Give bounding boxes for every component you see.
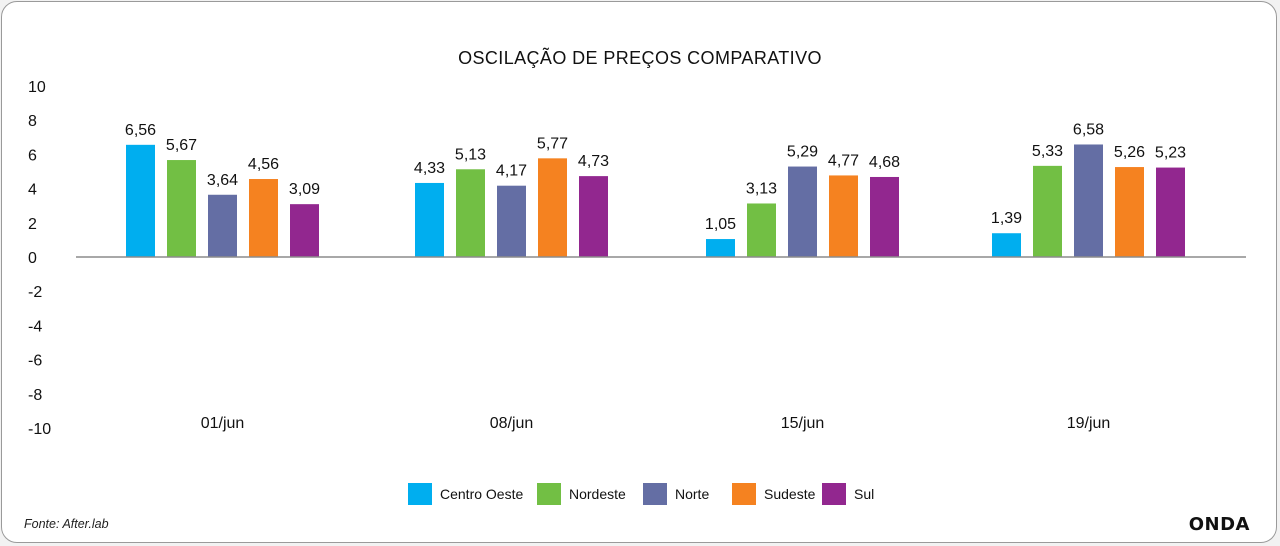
data-label: 4,77 (828, 152, 859, 169)
y-tick-label: 6 (28, 147, 37, 164)
data-label: 1,39 (991, 210, 1022, 227)
legend-label: Norte (675, 486, 709, 502)
y-tick-label: 4 (28, 182, 37, 199)
data-label: 6,56 (125, 122, 156, 139)
bar-nordeste (1033, 165, 1062, 257)
bar-sul (870, 176, 899, 257)
bar-nordeste (167, 160, 196, 257)
data-label: 4,33 (414, 160, 445, 177)
bar-norte (208, 194, 237, 257)
bar-norte (788, 166, 817, 257)
data-label: 1,05 (705, 216, 736, 233)
bar-sudeste (829, 175, 858, 257)
legend-swatch (408, 483, 432, 505)
legend-label: Nordeste (569, 486, 626, 502)
y-tick-label: -4 (28, 318, 42, 335)
legend-label: Sudeste (764, 486, 816, 502)
y-tick-label: 10 (28, 79, 46, 96)
data-label: 5,23 (1155, 145, 1186, 162)
x-tick-label: 01/jun (201, 415, 245, 432)
bar-nordeste (456, 169, 485, 257)
data-label: 5,67 (166, 137, 197, 154)
legend-swatch (732, 483, 756, 505)
bar-centro-oeste (126, 144, 155, 257)
data-label: 3,64 (207, 172, 238, 189)
bar-sul (579, 176, 608, 257)
data-label: 3,09 (289, 181, 320, 198)
legend-swatch (643, 483, 667, 505)
y-tick-label: -2 (28, 284, 42, 301)
x-tick-label: 15/jun (781, 415, 825, 432)
data-label: 4,17 (496, 163, 527, 180)
data-label: 5,26 (1114, 144, 1145, 161)
bar-centro-oeste (706, 239, 735, 257)
bar-norte (497, 185, 526, 257)
bar-centro-oeste (992, 233, 1021, 257)
y-tick-label: -6 (28, 353, 42, 370)
legend-swatch (822, 483, 846, 505)
bar-sul (290, 204, 319, 257)
bar-centro-oeste (415, 182, 444, 257)
bar-sudeste (538, 158, 567, 257)
data-label: 5,33 (1032, 143, 1063, 160)
y-tick-label: 2 (28, 216, 37, 233)
data-label: 6,58 (1073, 121, 1104, 138)
x-tick-label: 08/jun (490, 415, 534, 432)
data-label: 4,73 (578, 153, 609, 170)
data-label: 5,29 (787, 144, 818, 161)
legend-swatch (537, 483, 561, 505)
data-label: 3,13 (746, 180, 777, 197)
x-tick-label: 19/jun (1067, 415, 1111, 432)
y-tick-label: -8 (28, 387, 42, 404)
legend-label: Centro Oeste (440, 486, 523, 502)
data-label: 4,56 (248, 156, 279, 173)
chart-title: OSCILAÇÃO DE PREÇOS COMPARATIVO (458, 47, 822, 68)
data-label: 4,68 (869, 154, 900, 171)
source-note: Fonte: After.lab (24, 517, 109, 531)
y-tick-label: -10 (28, 421, 51, 438)
bar-nordeste (747, 203, 776, 257)
y-tick-label: 0 (28, 250, 37, 267)
bar-sudeste (1115, 167, 1144, 257)
data-label: 5,77 (537, 135, 568, 152)
bar-sudeste (249, 179, 278, 257)
brand-logo: ONDA (1188, 514, 1250, 535)
bar-norte (1074, 144, 1103, 257)
bar-sul (1156, 167, 1185, 257)
y-tick-label: 8 (28, 113, 37, 130)
data-label: 5,13 (455, 146, 486, 163)
legend-label: Sul (854, 486, 874, 502)
